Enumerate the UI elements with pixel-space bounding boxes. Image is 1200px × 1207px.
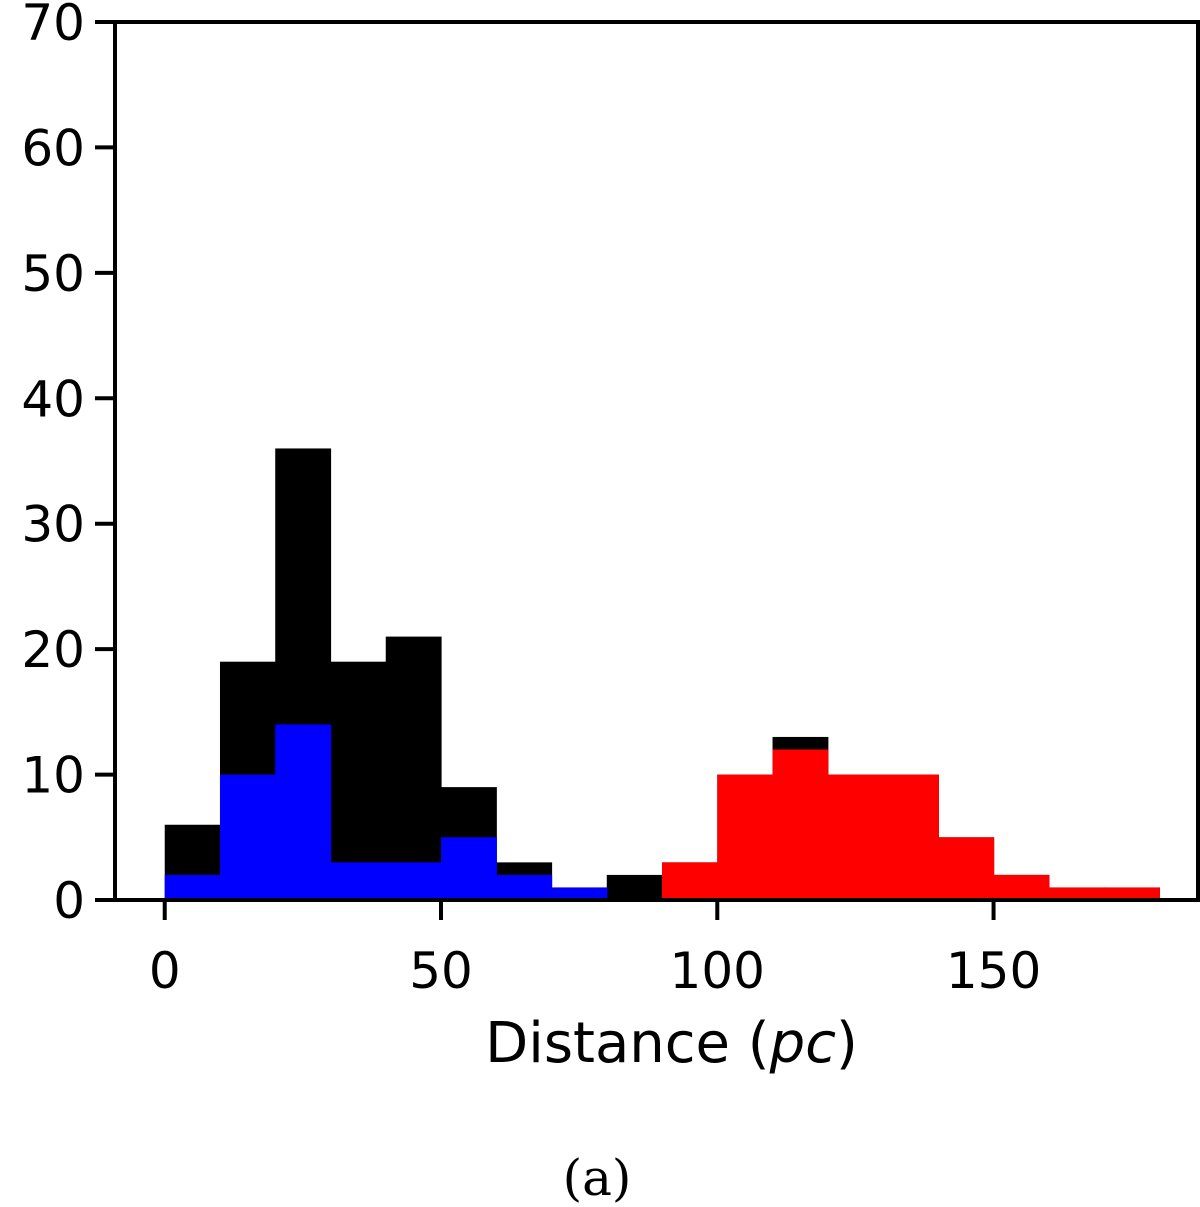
bar-series1-bin4 (385, 862, 442, 900)
x-axis-label-italic: pc (769, 1011, 837, 1076)
bar-series2-bin16 (1048, 887, 1105, 900)
figure-caption: (a) (563, 1149, 632, 1207)
x-axis-label-post: ) (836, 1011, 858, 1076)
x-axis-label-pre: Distance ( (485, 1011, 770, 1076)
bar-series0-bin4 (385, 636, 442, 900)
y-tick-label-3: 30 (21, 496, 85, 554)
bar-series1-bin7 (551, 887, 608, 900)
bar-series1-bin6 (496, 874, 553, 900)
bar-series2-bin15 (993, 874, 1050, 900)
y-tick-label-0: 0 (53, 872, 85, 930)
bar-series2-bin17 (1104, 887, 1160, 900)
bar-series2-bin11 (772, 749, 829, 900)
y-tick-label-6: 60 (21, 119, 85, 177)
bar-series1-bin2 (275, 724, 332, 900)
bar-series2-bin9 (662, 862, 718, 900)
x-tick-label-2: 100 (670, 942, 765, 1000)
bar-series2-bin12 (827, 774, 884, 900)
y-tick-label-4: 40 (21, 370, 85, 428)
bar-series1-bin5 (441, 837, 497, 900)
x-tick-label-3: 150 (946, 942, 1041, 1000)
x-axis-ticks: 0 50 100 150 (149, 900, 1041, 1000)
bar-series2-bin10 (717, 774, 774, 900)
bar-series1-bin0 (164, 874, 221, 900)
x-axis-label: Distance (pc) (485, 1011, 858, 1076)
y-tick-label-1: 10 (21, 747, 85, 805)
plot-frame (113, 20, 1200, 902)
bar-series2-bin13 (883, 774, 939, 900)
bar-series1-bin1 (219, 774, 276, 900)
x-tick-label-1: 50 (409, 942, 473, 1000)
bars-layer (164, 448, 1160, 900)
y-tick-label-7: 70 (21, 0, 85, 52)
bar-series0-bin3 (330, 661, 387, 900)
bar-series1-bin3 (330, 862, 387, 900)
x-tick-label-0: 0 (149, 942, 181, 1000)
y-tick-label-2: 20 (21, 621, 85, 679)
y-axis-ticks: 0 10 20 30 40 50 60 70 (21, 0, 115, 930)
bar-series0-bin8 (606, 874, 663, 900)
y-tick-label-5: 50 (21, 245, 85, 303)
bar-series2-bin14 (938, 837, 995, 900)
